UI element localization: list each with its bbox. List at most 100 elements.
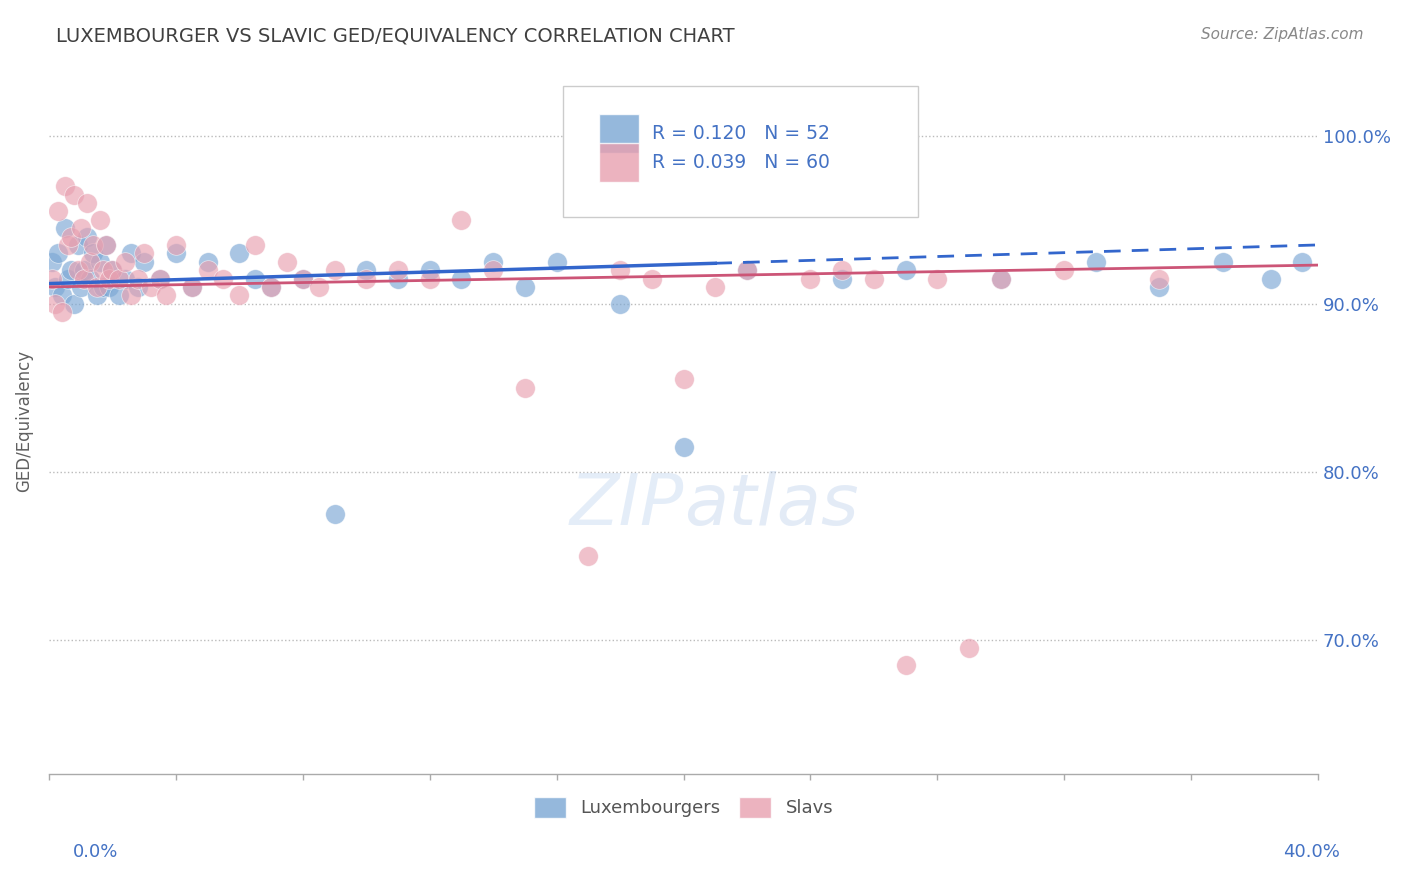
Point bbox=[957, 641, 980, 656]
Point bbox=[51, 288, 73, 302]
Point bbox=[98, 271, 121, 285]
Point bbox=[1149, 271, 1171, 285]
Point bbox=[73, 263, 96, 277]
Point bbox=[1085, 254, 1108, 268]
Point bbox=[1212, 254, 1234, 268]
Point bbox=[735, 263, 758, 277]
Point bbox=[60, 263, 83, 277]
Point bbox=[79, 254, 101, 268]
Point bbox=[260, 280, 283, 294]
Point bbox=[576, 549, 599, 563]
Point bbox=[149, 271, 172, 285]
Point bbox=[323, 263, 346, 277]
Point bbox=[831, 263, 853, 277]
Point bbox=[482, 254, 505, 268]
Point bbox=[41, 271, 63, 285]
Point bbox=[672, 440, 695, 454]
Point bbox=[63, 296, 86, 310]
Point bbox=[101, 263, 124, 277]
Point bbox=[927, 271, 949, 285]
Point bbox=[60, 229, 83, 244]
Point bbox=[291, 271, 314, 285]
Point bbox=[53, 179, 76, 194]
Point bbox=[799, 271, 821, 285]
Text: ZIP: ZIP bbox=[569, 472, 683, 541]
Y-axis label: GED/Equivalency: GED/Equivalency bbox=[15, 351, 32, 492]
Point bbox=[180, 280, 202, 294]
Point bbox=[51, 305, 73, 319]
Point bbox=[91, 263, 114, 277]
Text: R = 0.120   N = 52: R = 0.120 N = 52 bbox=[652, 124, 830, 144]
Text: LUXEMBOURGER VS SLAVIC GED/EQUIVALENCY CORRELATION CHART: LUXEMBOURGER VS SLAVIC GED/EQUIVALENCY C… bbox=[56, 27, 735, 45]
Point bbox=[419, 263, 441, 277]
Point bbox=[66, 238, 89, 252]
Point bbox=[82, 238, 104, 252]
Point bbox=[387, 263, 409, 277]
Point bbox=[127, 271, 149, 285]
Point bbox=[98, 280, 121, 294]
FancyBboxPatch shape bbox=[599, 144, 640, 182]
Point bbox=[82, 246, 104, 260]
Point bbox=[212, 271, 235, 285]
Point bbox=[165, 238, 187, 252]
Point bbox=[101, 263, 124, 277]
Point bbox=[69, 221, 91, 235]
Point bbox=[894, 657, 917, 672]
Point bbox=[831, 271, 853, 285]
Text: 40.0%: 40.0% bbox=[1284, 843, 1340, 861]
Point bbox=[121, 246, 143, 260]
Point bbox=[89, 212, 111, 227]
Text: 0.0%: 0.0% bbox=[73, 843, 118, 861]
FancyBboxPatch shape bbox=[599, 114, 640, 153]
Point bbox=[641, 271, 664, 285]
Point bbox=[1291, 254, 1313, 268]
Point bbox=[609, 263, 631, 277]
Point bbox=[89, 254, 111, 268]
Text: atlas: atlas bbox=[683, 472, 858, 541]
Text: R = 0.039   N = 60: R = 0.039 N = 60 bbox=[652, 153, 830, 172]
Point bbox=[44, 280, 66, 294]
Point bbox=[165, 246, 187, 260]
Point bbox=[91, 280, 114, 294]
Point bbox=[180, 280, 202, 294]
Point bbox=[94, 238, 117, 252]
Point bbox=[66, 263, 89, 277]
Point bbox=[63, 187, 86, 202]
Point bbox=[228, 288, 250, 302]
FancyBboxPatch shape bbox=[562, 87, 918, 217]
Point bbox=[228, 246, 250, 260]
Legend: Luxembourgers, Slavs: Luxembourgers, Slavs bbox=[526, 789, 841, 825]
Point bbox=[482, 263, 505, 277]
Point bbox=[450, 212, 472, 227]
Point bbox=[356, 271, 378, 285]
Point bbox=[245, 271, 267, 285]
Point bbox=[56, 238, 79, 252]
Point bbox=[546, 254, 568, 268]
Point bbox=[990, 271, 1012, 285]
Point bbox=[419, 271, 441, 285]
Point bbox=[76, 229, 98, 244]
Point bbox=[245, 238, 267, 252]
Text: Source: ZipAtlas.com: Source: ZipAtlas.com bbox=[1201, 27, 1364, 42]
Point bbox=[990, 271, 1012, 285]
Point bbox=[155, 288, 177, 302]
Point bbox=[73, 271, 96, 285]
Point bbox=[86, 280, 108, 294]
Point bbox=[48, 246, 70, 260]
Point bbox=[139, 280, 162, 294]
Point bbox=[197, 254, 219, 268]
Point bbox=[107, 271, 129, 285]
Point bbox=[53, 221, 76, 235]
Point bbox=[291, 271, 314, 285]
Point bbox=[127, 280, 149, 294]
Point bbox=[69, 280, 91, 294]
Point bbox=[94, 238, 117, 252]
Point bbox=[387, 271, 409, 285]
Point bbox=[197, 263, 219, 277]
Point bbox=[1260, 271, 1282, 285]
Point bbox=[1149, 280, 1171, 294]
Point bbox=[48, 204, 70, 219]
Point bbox=[56, 271, 79, 285]
Point bbox=[1053, 263, 1076, 277]
Point bbox=[276, 254, 298, 268]
